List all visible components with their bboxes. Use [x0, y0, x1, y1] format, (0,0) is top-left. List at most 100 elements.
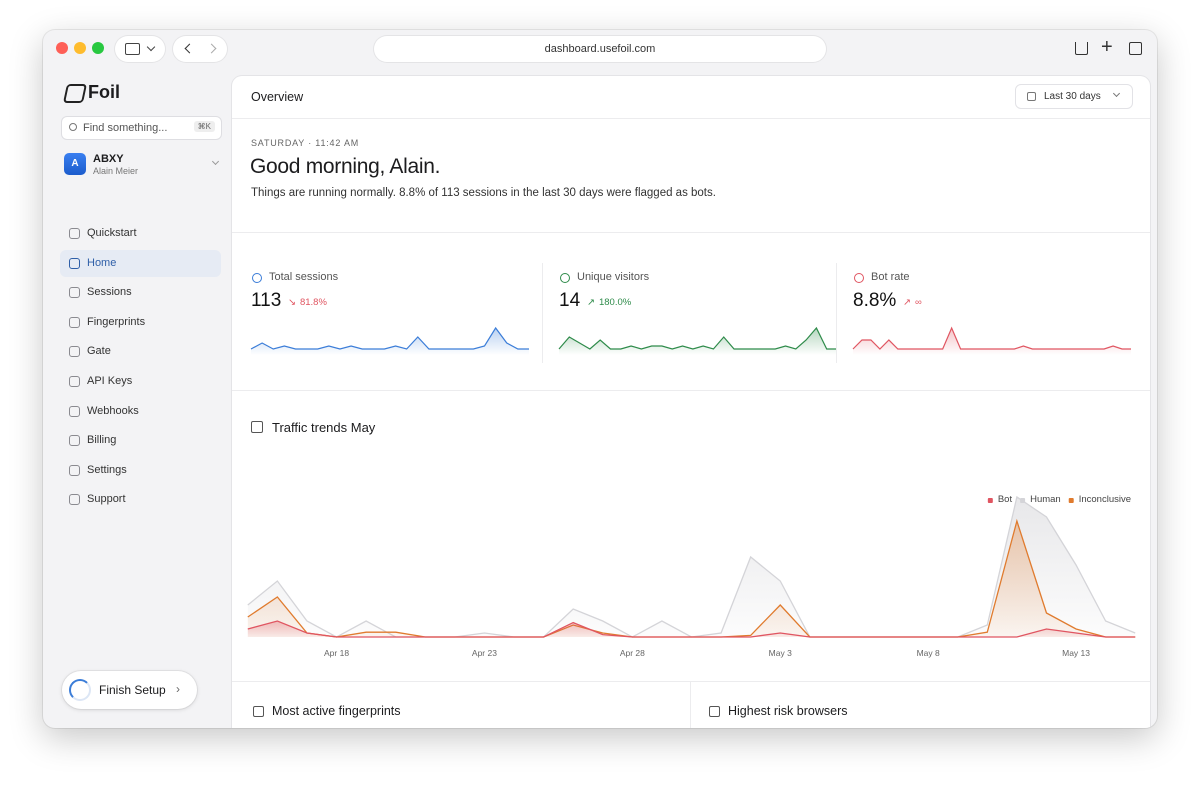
- trend-arrow: ↘: [288, 297, 296, 308]
- nav-item[interactable]: Sessions: [60, 279, 221, 306]
- sparkline: [250, 326, 529, 355]
- divider: [232, 118, 1150, 119]
- trend-arrow: ↗: [903, 297, 911, 308]
- org-switcher[interactable]: A ABXY Alain Meier: [63, 152, 221, 178]
- stat-change: ↗ 180.0%: [587, 297, 631, 308]
- sparkline-line: [250, 326, 529, 350]
- nav-item[interactable]: Fingerprints: [60, 309, 221, 336]
- divider: [232, 232, 1150, 233]
- nav-buttons[interactable]: [173, 36, 227, 62]
- change-value: ∞: [914, 297, 922, 308]
- nav-item[interactable]: Gate: [60, 338, 221, 365]
- nav-icon: [69, 316, 80, 328]
- nav-item[interactable]: Quickstart: [60, 220, 221, 247]
- legend-swatch: [1068, 498, 1074, 503]
- nav-label: Gate: [87, 345, 111, 358]
- nav-label: Support: [87, 493, 126, 506]
- nav-label: API Keys: [87, 375, 133, 387]
- greeting: Good morning, Alain.: [250, 155, 441, 178]
- stat-icon: [560, 273, 570, 283]
- main-panel: Overview Last 30 days SATURDAY · 11:42 A…: [232, 76, 1150, 728]
- sparkline: [558, 326, 837, 355]
- legend-label: Human: [1030, 494, 1061, 505]
- legend-label: Bot: [998, 494, 1013, 505]
- url: dashboard.usefoil.com: [544, 43, 656, 55]
- org-name: ABXY: [93, 153, 124, 165]
- nav-item[interactable]: Billing: [60, 427, 221, 454]
- close-button[interactable]: [56, 42, 68, 54]
- area-line: [247, 620, 1136, 638]
- sparkline-line: [558, 326, 837, 350]
- legend-label: Inconclusive: [1079, 494, 1131, 505]
- chart-icon: [251, 421, 263, 433]
- nav-label: Quickstart: [87, 227, 137, 239]
- brand-name: Foil: [88, 82, 120, 102]
- nav-label: Billing: [87, 434, 117, 447]
- nav-label: Fingerprints: [87, 315, 146, 328]
- sparkline-area: [559, 328, 837, 355]
- card-title: Highest risk browsers: [728, 704, 848, 718]
- legend-swatch: [987, 498, 993, 503]
- trend-arrow: ↗: [587, 297, 595, 308]
- nav-icon: [69, 257, 80, 269]
- nav-icon: [69, 435, 80, 447]
- nav-icon: [69, 376, 80, 387]
- nav-item[interactable]: Home: [60, 249, 221, 277]
- stat-value: 113: [251, 290, 282, 311]
- tabs-button[interactable]: [1129, 42, 1142, 55]
- nav-item[interactable]: Settings: [60, 457, 221, 484]
- stat-card: Bot rate 8.8% ↗ ∞: [836, 263, 1133, 371]
- shortcut: ⌘K: [193, 121, 215, 132]
- range-picker[interactable]: Last 30 days: [1015, 84, 1133, 109]
- nav-item[interactable]: Webhooks: [60, 398, 221, 425]
- nav-icon: [69, 405, 80, 417]
- divider: [232, 681, 1150, 682]
- divider: [542, 263, 543, 363]
- page-title: Overview: [251, 90, 304, 104]
- org-avatar: A: [64, 153, 86, 175]
- sparkline: [852, 326, 1131, 355]
- nav-label: Home: [87, 256, 117, 269]
- summary: Things are running normally. 8.8% of 113…: [251, 187, 716, 199]
- stat-card: Unique visitors 14 ↗ 180.0%: [542, 263, 839, 371]
- stat-change: ↘ 81.8%: [288, 297, 327, 308]
- nav-icon: [69, 346, 80, 358]
- finish-label: Finish Setup: [99, 683, 166, 697]
- divider: [232, 390, 1150, 391]
- stat-change: ↗ ∞: [903, 297, 922, 308]
- user-name: Alain Meier: [93, 166, 139, 176]
- zoom-button[interactable]: [92, 42, 104, 54]
- change-value: 180.0%: [598, 297, 632, 308]
- search-placeholder: Find something...: [83, 122, 168, 134]
- card-icon: [253, 706, 264, 717]
- divider: [690, 682, 691, 728]
- x-tick-label: Apr 18: [324, 648, 349, 658]
- nav-label: Sessions: [87, 286, 132, 299]
- nav-item[interactable]: API Keys: [60, 368, 221, 395]
- stat-label: Unique visitors: [577, 271, 650, 283]
- x-tick-label: Apr 28: [620, 648, 645, 658]
- stat-icon: [854, 273, 864, 283]
- sidebar-toggle[interactable]: [115, 36, 165, 62]
- browser-window: dashboard.usefoil.com + Foil Find someth…: [43, 30, 1157, 728]
- card-title: Most active fingerprints: [272, 704, 401, 718]
- finish-setup[interactable]: Finish Setup ›: [62, 671, 197, 709]
- new-tab-button[interactable]: +: [1101, 36, 1113, 58]
- nav-item[interactable]: Support: [60, 486, 221, 513]
- range-label: Last 30 days: [1044, 91, 1101, 102]
- x-tick-label: May 8: [917, 648, 940, 658]
- nav-label: Webhooks: [87, 404, 139, 417]
- change-value: 81.8%: [299, 297, 327, 308]
- address-bar[interactable]: dashboard.usefoil.com: [374, 36, 826, 62]
- search-box[interactable]: Find something... ⌘K: [61, 116, 222, 140]
- minimize-button[interactable]: [74, 42, 86, 54]
- nav-icon: [69, 287, 80, 299]
- sparkline-line: [852, 326, 1131, 350]
- traffic-chart: Inconclusive Human Bot Apr 18 Apr 23 Apr 28 Ma…: [247, 494, 1136, 658]
- x-tick-label: May 13: [1062, 648, 1090, 658]
- nav-icon: [69, 228, 80, 239]
- share-button[interactable]: [1075, 42, 1088, 55]
- card-icon: [709, 706, 720, 717]
- stat-label: Bot rate: [871, 271, 910, 283]
